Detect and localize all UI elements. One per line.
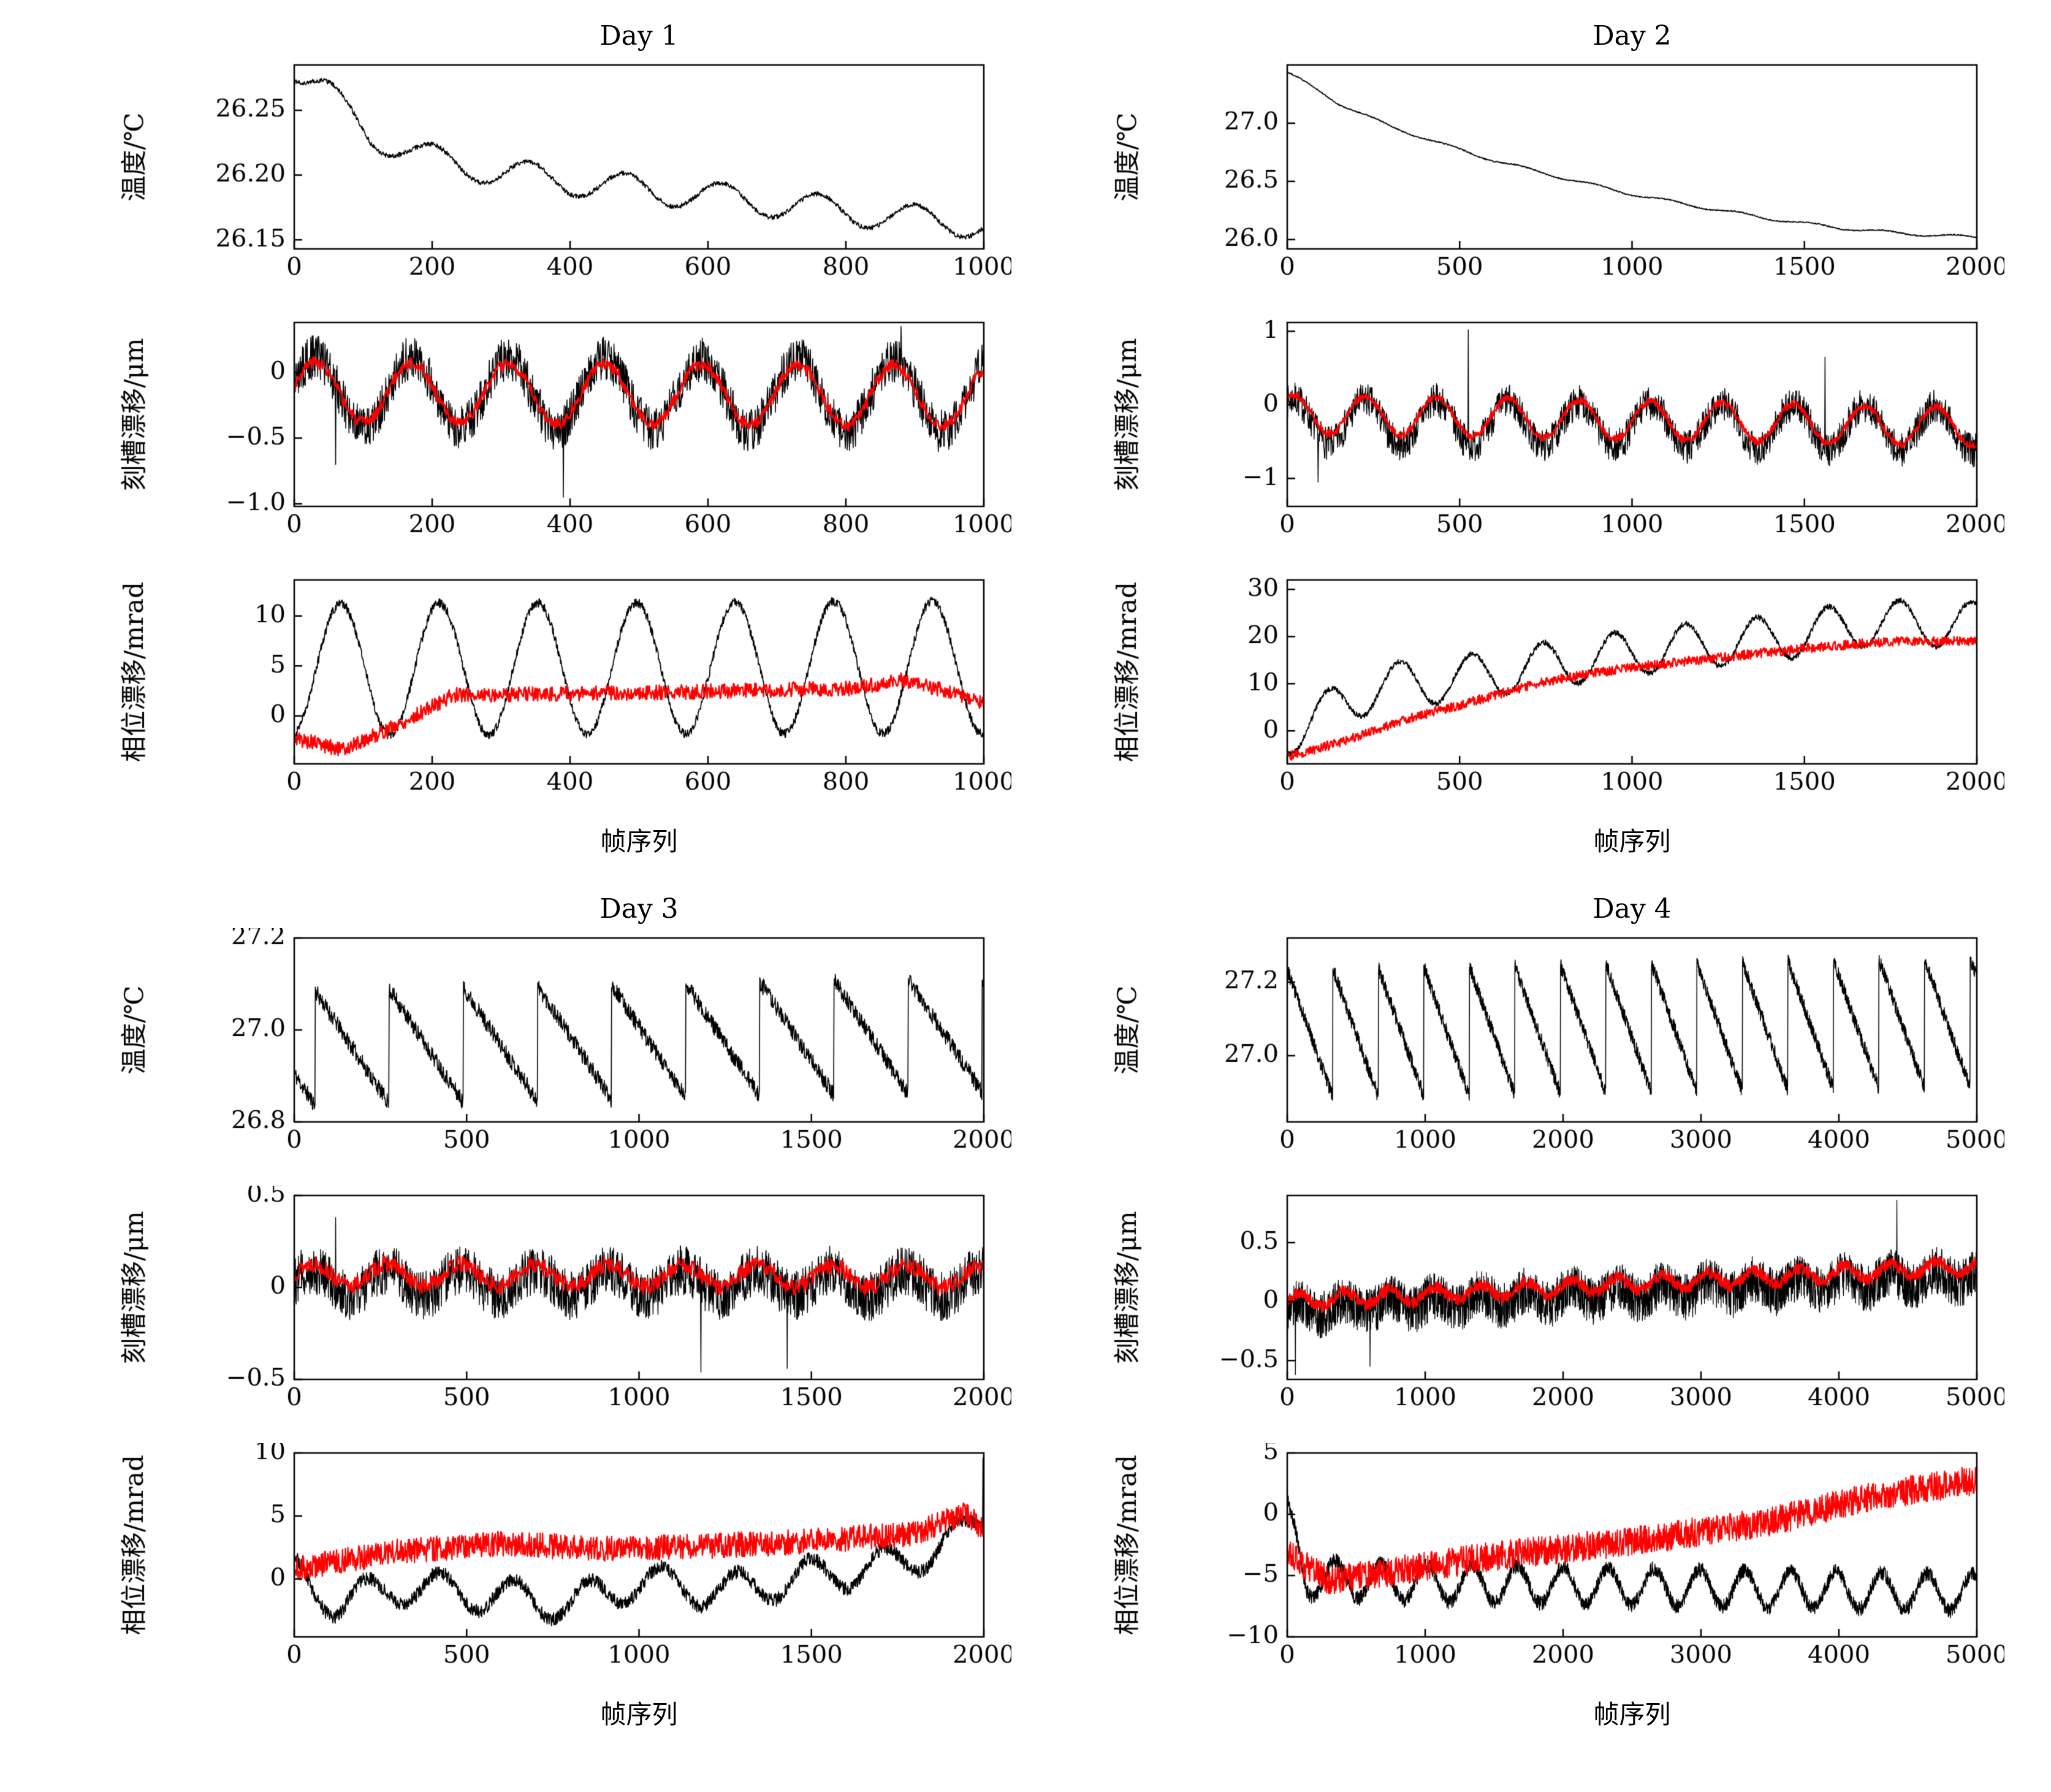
day3-x-axis-label: 帧序列 [600, 1699, 678, 1729]
panel-day2: Day 2 帧序列 [1085, 17, 2004, 862]
day2-phase-drift-plot [1085, 570, 2004, 815]
panel-day1: Day 1 帧序列 [92, 17, 1011, 862]
day2-x-axis-label: 帧序列 [1593, 826, 1671, 856]
day4-x-axis-label: 帧序列 [1593, 1699, 1671, 1729]
day1-groove-drift-plot [92, 313, 1011, 558]
day1-phase-drift-plot [92, 570, 1011, 815]
panel-title-day2: Day 2 [1592, 20, 1672, 51]
day3-groove-drift-plot [92, 1186, 1011, 1431]
day4-phase-drift-plot [1085, 1443, 2004, 1688]
day1-x-axis-label: 帧序列 [600, 826, 678, 856]
panel-title-day4: Day 4 [1592, 893, 1672, 925]
panel-day3: Day 3 帧序列 [92, 890, 1011, 1735]
day4-temperature-plot [1085, 928, 2004, 1173]
panel-title-day3: Day 3 [599, 893, 679, 925]
day1-temperature-plot [92, 55, 1011, 300]
day3-phase-drift-plot [92, 1443, 1011, 1688]
panel-title-day1: Day 1 [599, 20, 679, 51]
day2-groove-drift-plot [1085, 313, 2004, 558]
panel-day4: Day 4 帧序列 [1085, 890, 2004, 1735]
day3-temperature-plot [92, 928, 1011, 1173]
figure-grid: Day 1 帧序列 Day 2 帧序列 Day 3 帧序列 Day 4 帧序列 [92, 17, 2004, 1735]
day2-temperature-plot [1085, 55, 2004, 300]
day4-groove-drift-plot [1085, 1186, 2004, 1431]
